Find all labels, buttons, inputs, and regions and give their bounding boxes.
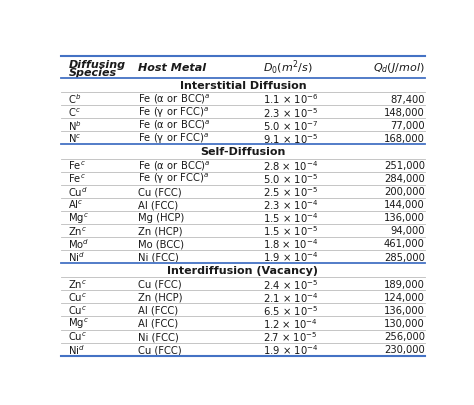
Text: N$^c$: N$^c$ xyxy=(68,132,82,145)
Text: 256,000: 256,000 xyxy=(384,331,425,341)
Text: 2.3 × 10$^{-4}$: 2.3 × 10$^{-4}$ xyxy=(263,198,319,212)
Text: Fe (γ or FCC)$^a$: Fe (γ or FCC)$^a$ xyxy=(138,131,209,146)
Text: 285,000: 285,000 xyxy=(384,252,425,262)
Text: 2.8 × 10$^{-4}$: 2.8 × 10$^{-4}$ xyxy=(263,159,318,173)
Text: 1.5 × 10$^{-4}$: 1.5 × 10$^{-4}$ xyxy=(263,211,319,225)
Text: 9.1 × 10$^{-5}$: 9.1 × 10$^{-5}$ xyxy=(263,132,318,145)
Text: 168,000: 168,000 xyxy=(384,133,425,143)
Text: Mo$^d$: Mo$^d$ xyxy=(68,237,90,251)
Text: 284,000: 284,000 xyxy=(384,174,425,184)
Text: 77,000: 77,000 xyxy=(390,120,425,130)
Text: Zn$^c$: Zn$^c$ xyxy=(68,225,88,237)
Text: 1.1 × 10$^{-6}$: 1.1 × 10$^{-6}$ xyxy=(263,92,319,106)
Text: 6.5 × 10$^{-5}$: 6.5 × 10$^{-5}$ xyxy=(263,303,318,317)
Text: Fe (α or BCC)$^a$: Fe (α or BCC)$^a$ xyxy=(138,119,211,132)
Text: 200,000: 200,000 xyxy=(384,187,425,197)
Text: 136,000: 136,000 xyxy=(384,305,425,315)
Text: 144,000: 144,000 xyxy=(384,200,425,210)
Text: Mo (BCC): Mo (BCC) xyxy=(138,239,184,249)
Text: Fe (γ or FCC)$^a$: Fe (γ or FCC)$^a$ xyxy=(138,171,209,186)
Text: Interstitial Diffusion: Interstitial Diffusion xyxy=(180,81,306,91)
Text: Al (FCC): Al (FCC) xyxy=(138,305,178,315)
Text: 1.9 × 10$^{-4}$: 1.9 × 10$^{-4}$ xyxy=(263,250,319,264)
Text: 2.7 × 10$^{-5}$: 2.7 × 10$^{-5}$ xyxy=(263,329,318,343)
Text: 230,000: 230,000 xyxy=(384,344,425,354)
Text: Interdiffusion (Vacancy): Interdiffusion (Vacancy) xyxy=(167,266,319,275)
Text: 2.3 × 10$^{-5}$: 2.3 × 10$^{-5}$ xyxy=(263,105,318,119)
Text: Fe$^c$: Fe$^c$ xyxy=(68,160,86,172)
Text: Al$^c$: Al$^c$ xyxy=(68,198,84,211)
Text: 94,000: 94,000 xyxy=(390,226,425,236)
Text: 1.2 × 10$^{-4}$: 1.2 × 10$^{-4}$ xyxy=(263,316,318,330)
Text: 130,000: 130,000 xyxy=(384,318,425,328)
Text: Cu (FCC): Cu (FCC) xyxy=(138,344,182,354)
Text: 189,000: 189,000 xyxy=(384,279,425,289)
Text: Fe$^c$: Fe$^c$ xyxy=(68,173,86,185)
Text: Mg$^c$: Mg$^c$ xyxy=(68,316,89,330)
Text: 148,000: 148,000 xyxy=(384,107,425,117)
Text: 1.5 × 10$^{-5}$: 1.5 × 10$^{-5}$ xyxy=(263,224,318,238)
Text: Host Metal: Host Metal xyxy=(138,62,206,72)
Text: Fe (α or BCC)$^a$: Fe (α or BCC)$^a$ xyxy=(138,93,211,106)
Text: 1.9 × 10$^{-4}$: 1.9 × 10$^{-4}$ xyxy=(263,342,319,356)
Text: N$^b$: N$^b$ xyxy=(68,119,82,132)
Text: 136,000: 136,000 xyxy=(384,213,425,223)
Text: Cu$^c$: Cu$^c$ xyxy=(68,304,88,316)
Text: Zn$^c$: Zn$^c$ xyxy=(68,278,88,290)
Text: 87,400: 87,400 xyxy=(390,94,425,104)
Text: Cu$^c$: Cu$^c$ xyxy=(68,330,88,342)
Text: Zn (HCP): Zn (HCP) xyxy=(138,292,183,302)
Text: Zn (HCP): Zn (HCP) xyxy=(138,226,183,236)
Text: Cu$^d$: Cu$^d$ xyxy=(68,185,88,198)
Text: Cu$^c$: Cu$^c$ xyxy=(68,291,88,303)
Text: 2.5 × 10$^{-5}$: 2.5 × 10$^{-5}$ xyxy=(263,185,318,198)
Text: 1.8 × 10$^{-4}$: 1.8 × 10$^{-4}$ xyxy=(263,237,318,251)
Text: Al (FCC): Al (FCC) xyxy=(138,318,178,328)
Text: Diffusing: Diffusing xyxy=(68,60,126,69)
Text: C$^b$: C$^b$ xyxy=(68,92,82,106)
Text: Ni (FCC): Ni (FCC) xyxy=(138,252,179,262)
Text: 2.1 × 10$^{-4}$: 2.1 × 10$^{-4}$ xyxy=(263,290,319,304)
Text: $Q_d(J/mol)$: $Q_d(J/mol)$ xyxy=(373,60,425,75)
Text: C$^c$: C$^c$ xyxy=(68,106,81,119)
Text: 461,000: 461,000 xyxy=(384,239,425,249)
Text: Species: Species xyxy=(68,68,117,78)
Text: Ni$^d$: Ni$^d$ xyxy=(68,342,85,356)
Text: Mg$^c$: Mg$^c$ xyxy=(68,211,89,225)
Text: Fe (α or BCC)$^a$: Fe (α or BCC)$^a$ xyxy=(138,159,211,173)
Text: Ni (FCC): Ni (FCC) xyxy=(138,331,179,341)
Text: Fe (γ or FCC)$^a$: Fe (γ or FCC)$^a$ xyxy=(138,105,209,119)
Text: 5.0 × 10$^{-7}$: 5.0 × 10$^{-7}$ xyxy=(263,119,319,132)
Text: Ni$^d$: Ni$^d$ xyxy=(68,250,85,264)
Text: Al (FCC): Al (FCC) xyxy=(138,200,178,210)
Text: 251,000: 251,000 xyxy=(384,161,425,171)
Text: Cu (FCC): Cu (FCC) xyxy=(138,279,182,289)
Text: Self-Diffusion: Self-Diffusion xyxy=(200,147,286,157)
Text: Cu (FCC): Cu (FCC) xyxy=(138,187,182,197)
Text: 2.4 × 10$^{-5}$: 2.4 × 10$^{-5}$ xyxy=(263,277,318,291)
Text: 124,000: 124,000 xyxy=(384,292,425,302)
Text: $D_0(m^2/s)$: $D_0(m^2/s)$ xyxy=(263,58,313,77)
Text: 5.0 × 10$^{-5}$: 5.0 × 10$^{-5}$ xyxy=(263,172,318,185)
Text: Mg (HCP): Mg (HCP) xyxy=(138,213,184,223)
